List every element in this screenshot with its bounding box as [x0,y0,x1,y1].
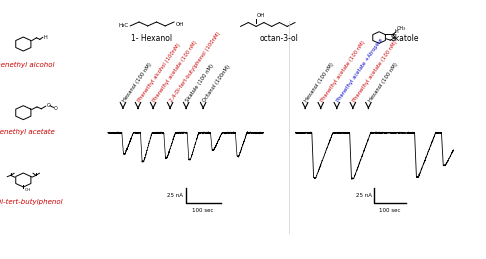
Text: H: H [43,34,47,40]
Text: Hexanol (100 nM): Hexanol (100 nM) [367,62,399,103]
Text: 2,4-Di-tert-butylphenol (100nM): 2,4-Di-tert-butylphenol (100nM) [169,31,222,103]
Text: O: O [47,103,51,108]
Text: O: O [54,105,58,111]
Text: Skatole: Skatole [390,34,418,43]
Text: 25 nA: 25 nA [356,193,372,198]
Text: Hexanol (100 nM): Hexanol (100 nM) [304,62,335,103]
Text: Phenethyl acetate +Atropine: Phenethyl acetate +Atropine [336,37,384,103]
Text: H: H [394,29,398,34]
Text: Phenethyl acetate: Phenethyl acetate [0,129,55,135]
Text: OH: OH [257,13,265,18]
Text: Phenethyl acetate (100 nM): Phenethyl acetate (100 nM) [152,40,198,103]
Text: 100 sec: 100 sec [379,208,400,213]
Text: 100 sec: 100 sec [192,208,214,213]
Text: 25 nA: 25 nA [167,193,183,198]
Text: octan-3-ol: octan-3-ol [260,34,299,43]
Text: 2,4-Di-tert-butylphenol: 2,4-Di-tert-butylphenol [0,198,64,205]
Text: Skatole (100 nM): Skatole (100 nM) [185,63,215,103]
Text: Phenethyl alcohol: Phenethyl alcohol [0,62,54,68]
Text: Phenethyl alcohol (100nM): Phenethyl alcohol (100nM) [137,42,182,103]
Text: OH: OH [24,188,31,192]
Text: 1- Hexanol: 1- Hexanol [131,34,172,43]
Text: Phenethyl acetate (100 nM): Phenethyl acetate (100 nM) [320,40,366,103]
Text: Hexanol (100 nM): Hexanol (100 nM) [122,62,153,103]
Text: Phenethyl acetate (100 nM): Phenethyl acetate (100 nM) [352,40,398,103]
Text: OH: OH [176,22,184,27]
Text: Octanol (100nM): Octanol (100nM) [202,64,232,103]
Text: CH₃: CH₃ [397,26,406,31]
Text: H₃C: H₃C [118,23,128,28]
